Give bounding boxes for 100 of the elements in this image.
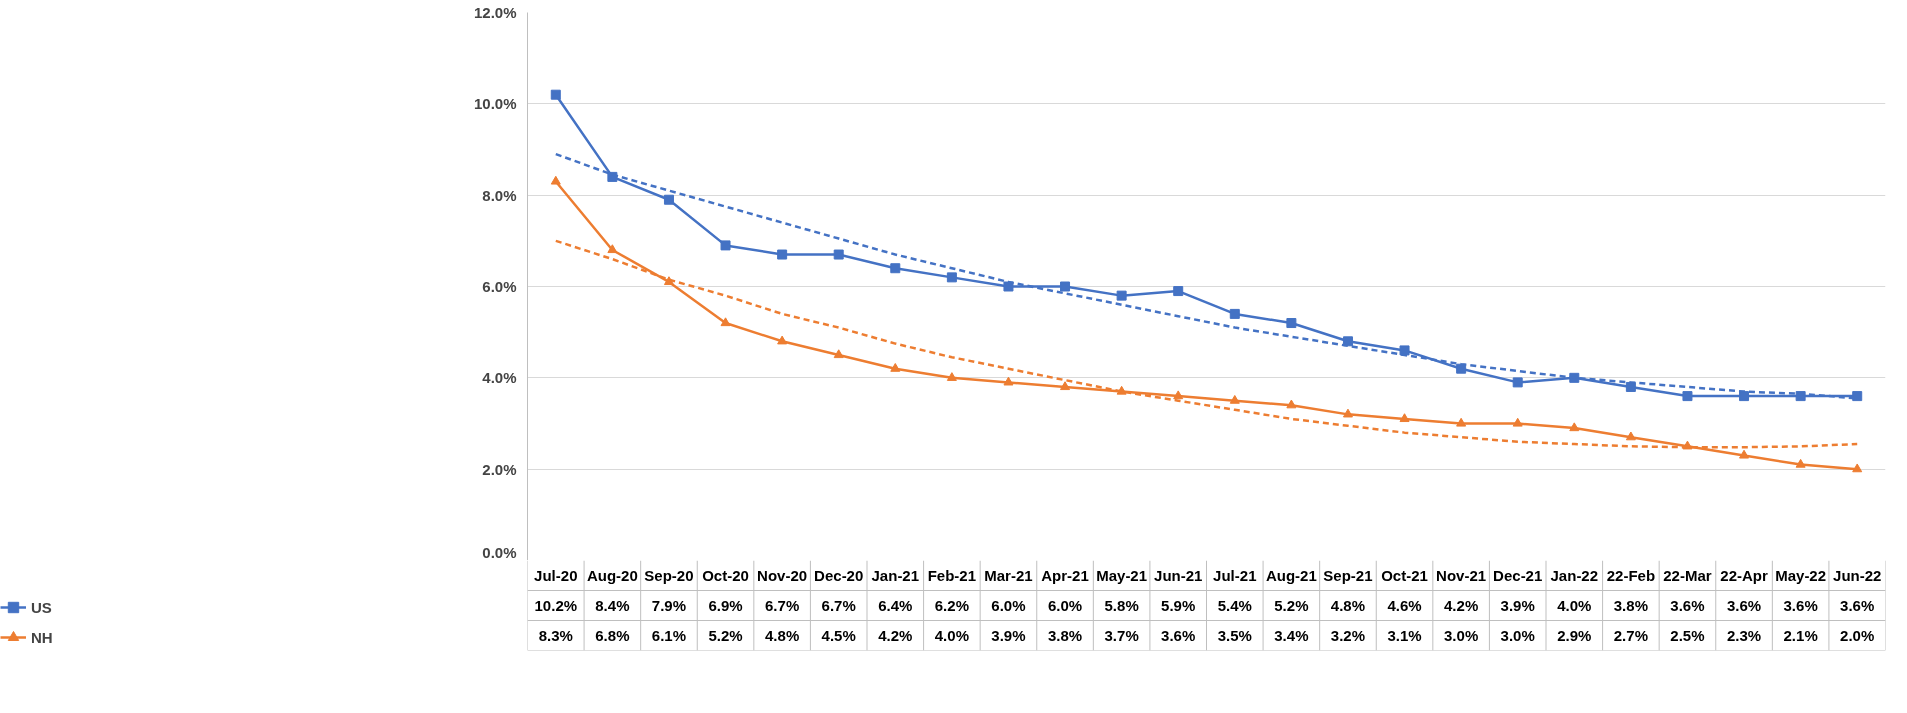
point	[1173, 390, 1184, 400]
point	[1795, 458, 1806, 468]
data-label: 4.8%	[765, 627, 800, 644]
data-label: 3.0%	[1500, 627, 1535, 644]
data-label: 2.7%	[1613, 627, 1648, 644]
data-label: 10.2%	[534, 597, 578, 614]
point	[1569, 422, 1580, 432]
x-tick-label: Jun-22	[1833, 567, 1882, 584]
data-label: 2.5%	[1670, 627, 1705, 644]
point	[1795, 391, 1806, 402]
data-label: 6.1%	[651, 627, 687, 644]
data-label: 5.2%	[1274, 597, 1309, 614]
data-label: 3.8%	[1613, 597, 1648, 614]
x-tick-label: May-21	[1096, 567, 1148, 584]
point	[1682, 440, 1693, 450]
y-tick-label: 0.0%	[482, 543, 517, 561]
x-tick-label: Oct-21	[1381, 567, 1428, 584]
data-label: 2.0%	[1840, 627, 1875, 644]
point	[1739, 391, 1750, 402]
legend-label: NH	[31, 627, 53, 648]
x-tick-label: Jan-22	[1550, 567, 1599, 584]
data-label: 2.1%	[1783, 627, 1818, 644]
point	[1625, 431, 1636, 441]
point	[833, 249, 844, 260]
x-tick-label: Jun-21	[1154, 567, 1203, 584]
data-label: 4.5%	[821, 627, 856, 644]
point	[777, 249, 788, 260]
data-label: 5.2%	[708, 627, 743, 644]
x-tick-label: 22-Feb	[1606, 567, 1656, 584]
data-label: 3.0%	[1444, 627, 1479, 644]
x-tick-label: Oct-20	[702, 567, 749, 584]
data-label: 3.4%	[1274, 627, 1309, 644]
data-label: 5.4%	[1217, 597, 1252, 614]
y-tick-label: 10.0%	[473, 95, 517, 113]
point	[663, 276, 674, 286]
point	[720, 317, 731, 327]
data-label: 4.6%	[1387, 597, 1422, 614]
point	[1342, 336, 1353, 347]
point	[1342, 408, 1353, 418]
x-tick-label: Apr-21	[1041, 567, 1089, 584]
point	[1173, 286, 1184, 297]
x-tick-label: Dec-21	[1493, 567, 1543, 584]
point	[946, 372, 957, 381]
legend-label: US	[31, 597, 52, 618]
data-label: 5.8%	[1104, 597, 1139, 614]
data-label: 6.7%	[765, 597, 800, 614]
data-label: 6.2%	[934, 597, 969, 614]
data-label: 3.2%	[1330, 627, 1366, 644]
data-label: 6.0%	[991, 597, 1026, 614]
point	[1116, 290, 1127, 301]
point	[1739, 449, 1750, 459]
data-label: 2.3%	[1726, 627, 1762, 644]
data-label: 6.9%	[708, 597, 743, 614]
point	[890, 263, 901, 274]
data-label: 3.8%	[1047, 627, 1083, 644]
y-tick-label: 2.0%	[482, 460, 517, 478]
data-label: 7.9%	[651, 597, 687, 614]
point	[1003, 281, 1014, 292]
point	[1116, 385, 1127, 395]
data-label: 3.9%	[991, 627, 1026, 644]
point	[1229, 308, 1240, 319]
point	[777, 335, 788, 345]
data-label: 3.1%	[1387, 627, 1422, 644]
point	[1286, 318, 1297, 329]
point	[946, 272, 957, 283]
point	[720, 240, 731, 251]
x-tick-label: Sep-20	[644, 567, 694, 584]
x-tick-label: Aug-20	[586, 567, 638, 584]
point	[607, 171, 618, 182]
x-tick-label: Jul-20	[534, 567, 578, 584]
point	[1456, 363, 1467, 374]
point	[833, 349, 844, 359]
point	[550, 175, 561, 185]
data-label: 3.9%	[1500, 597, 1535, 614]
data-label: 4.0%	[1557, 597, 1592, 614]
data-label: 4.8%	[1330, 597, 1366, 614]
data-label: 8.4%	[595, 597, 630, 614]
point	[1512, 417, 1523, 427]
point	[1456, 417, 1467, 427]
data-label: 6.0%	[1047, 597, 1083, 614]
data-label: 3.6%	[1840, 597, 1875, 614]
data-label: 6.4%	[878, 597, 913, 614]
data-label: 4.0%	[934, 627, 969, 644]
x-tick-label: 22-Apr	[1720, 567, 1768, 584]
point	[1286, 399, 1297, 409]
x-tick-label: Jul-21	[1213, 567, 1257, 584]
data-label: 4.2%	[878, 627, 913, 644]
data-label: 4.2%	[1444, 597, 1479, 614]
point	[1512, 377, 1523, 388]
point	[550, 89, 561, 100]
y-tick-label: 6.0%	[482, 278, 517, 295]
data-label: 5.9%	[1161, 597, 1196, 614]
x-tick-label: Dec-20	[814, 567, 864, 584]
data-label: 3.6%	[1670, 597, 1705, 614]
data-label: 6.7%	[821, 597, 856, 614]
point	[1003, 376, 1014, 386]
data-label: 3.7%	[1104, 627, 1139, 644]
x-tick-label: Nov-20	[757, 567, 808, 584]
point	[1060, 381, 1071, 391]
point	[890, 363, 901, 372]
